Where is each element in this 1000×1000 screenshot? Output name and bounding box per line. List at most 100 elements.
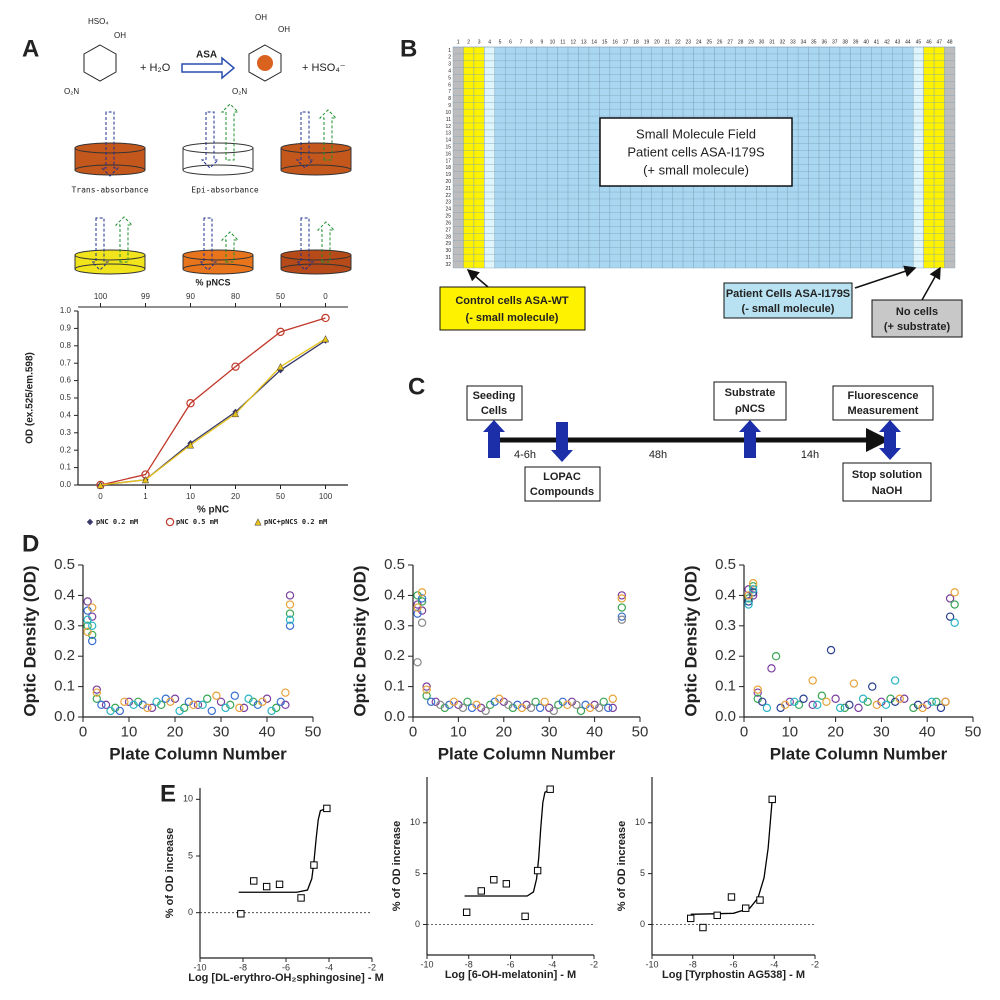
point	[417, 597, 427, 606]
point	[617, 615, 627, 624]
x-tick-label: -2	[368, 963, 376, 973]
x-tick-label: 10	[781, 723, 798, 740]
point	[267, 706, 276, 716]
row-label: 18	[445, 165, 451, 171]
reaction: HSO₄ OH O₂N + H₂O ASA OH OH O₂N + HSO₄⁻	[64, 13, 346, 96]
column-label: 32	[780, 39, 786, 45]
step-text: Fluorescence	[848, 390, 919, 402]
point	[713, 911, 721, 920]
y-tick-label: 10	[410, 817, 420, 827]
chem-label: O₂N	[232, 87, 247, 96]
y-tick-label: 10	[635, 817, 645, 827]
point	[927, 697, 936, 707]
point	[813, 700, 822, 710]
column-label: 12	[570, 39, 576, 45]
top-tick-label: 90	[186, 292, 195, 301]
point	[817, 691, 827, 700]
row-label: 8	[448, 96, 451, 102]
y-tick-label: 0.3	[60, 428, 72, 437]
x-tick-label: -10	[645, 960, 658, 970]
column-label: 18	[633, 39, 639, 45]
step-text: Measurement	[848, 405, 919, 417]
x-tick-label: -8	[465, 960, 473, 970]
point	[235, 703, 244, 713]
point	[244, 694, 253, 703]
point	[526, 703, 536, 713]
point	[521, 912, 529, 921]
y-tick-label: 0.1	[384, 678, 405, 695]
light-path	[114, 216, 134, 263]
point	[417, 594, 427, 603]
point	[945, 612, 955, 621]
point	[463, 697, 472, 707]
point	[808, 700, 817, 710]
y-tick-label: 0.9	[60, 324, 72, 333]
y-tick-label: 0.5	[60, 393, 72, 402]
y-tick-label: 0.0	[54, 708, 75, 725]
block-arrow	[483, 420, 505, 458]
point	[101, 700, 111, 710]
well-top	[280, 249, 352, 261]
x-tick-label: -6	[506, 960, 514, 970]
point	[129, 700, 138, 710]
x-axis-label: Plate Column Number	[438, 744, 616, 763]
point	[495, 694, 504, 703]
point	[254, 518, 262, 526]
column-label: 13	[581, 39, 587, 45]
step-text: Seeding	[473, 390, 516, 402]
y-axis-label: % of OD increase	[164, 828, 176, 918]
point	[748, 585, 758, 594]
point	[950, 600, 959, 609]
point	[120, 697, 129, 707]
row-label: 26	[445, 220, 451, 226]
point	[822, 697, 831, 707]
x-tick-label: 50	[305, 723, 322, 740]
point	[808, 676, 817, 685]
x-tick-label: 50	[632, 723, 649, 740]
point	[458, 703, 468, 713]
x-tick-label: 10	[450, 723, 467, 740]
row-label: 19	[445, 172, 451, 178]
column-label: 6	[509, 39, 512, 45]
y-tick-label: 0.1	[715, 678, 736, 695]
point	[285, 609, 295, 618]
point	[258, 697, 267, 707]
point	[835, 703, 845, 713]
y-tick-label: 0.5	[384, 556, 405, 573]
panel-label: B	[400, 35, 417, 62]
point	[599, 697, 608, 707]
well-top	[182, 249, 254, 261]
point	[490, 876, 498, 884]
point	[413, 609, 422, 618]
column-label: 23	[686, 39, 692, 45]
column-label: 40	[863, 39, 869, 45]
patient-text: (- small molecule)	[742, 303, 835, 315]
top-tick-label: 50	[276, 292, 285, 301]
well-bottom	[182, 263, 254, 275]
point	[849, 679, 859, 688]
step-text: NaOH	[872, 485, 903, 497]
column-label: 5	[499, 39, 502, 45]
point	[276, 362, 285, 371]
column-label: 1	[457, 39, 460, 45]
y-axis-label: % of OD increase	[391, 821, 403, 911]
column-label: 3	[478, 39, 481, 45]
control-text: (- small molecule)	[466, 312, 559, 324]
point	[617, 591, 627, 600]
y-tick-label: 0.4	[60, 411, 72, 420]
point	[186, 441, 195, 449]
row-label: 30	[445, 248, 451, 254]
x-axis-label: Log [Tyrphostin AG538] - M	[662, 969, 805, 981]
y-tick-label: 0.1	[60, 463, 72, 472]
point	[152, 697, 161, 707]
point	[96, 481, 105, 489]
point	[699, 923, 707, 932]
well-bottom	[280, 263, 352, 275]
y-tick-label: 0.4	[54, 586, 75, 603]
x-tick-label: -4	[548, 960, 556, 970]
point	[198, 700, 207, 710]
column-label: 2	[467, 39, 470, 45]
point	[549, 706, 558, 716]
y-tick-label: 0.6	[60, 376, 72, 385]
x-tick-label: 20	[167, 723, 184, 740]
